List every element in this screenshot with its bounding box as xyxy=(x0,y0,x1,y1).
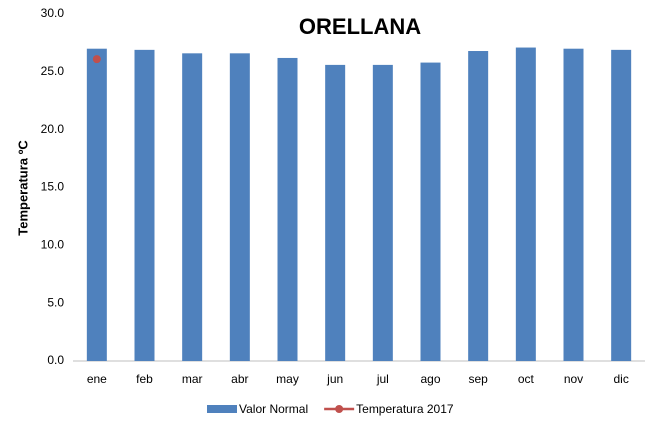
bar xyxy=(182,53,203,362)
x-tick-label: feb xyxy=(136,372,153,386)
x-tick-label: oct xyxy=(518,372,535,386)
bar xyxy=(229,53,250,362)
line-point xyxy=(92,55,101,64)
bar xyxy=(563,48,584,361)
bar xyxy=(277,57,298,361)
x-tick-label: ene xyxy=(87,372,107,386)
y-tick-label: 15.0 xyxy=(41,180,65,194)
x-tick-label: may xyxy=(276,372,299,386)
x-tick-label: abr xyxy=(231,372,248,386)
legend-swatch xyxy=(207,405,237,413)
x-tick-label: sep xyxy=(468,372,488,386)
x-tick-label: mar xyxy=(182,372,203,386)
bar xyxy=(468,51,489,361)
bar xyxy=(420,62,441,362)
y-tick-label: 30.0 xyxy=(41,6,65,20)
legend-swatch xyxy=(335,405,344,413)
y-tick-label: 10.0 xyxy=(41,238,65,252)
y-tick-label: 5.0 xyxy=(47,295,64,309)
chart-title: ORELLANA xyxy=(299,14,421,39)
y-tick-label: 20.0 xyxy=(41,122,65,136)
bar xyxy=(611,49,632,362)
bar xyxy=(134,49,155,362)
x-tick-label: dic xyxy=(613,372,628,386)
x-tick-label: nov xyxy=(564,372,583,386)
x-tick-label: ago xyxy=(420,372,440,386)
y-tick-label: 25.0 xyxy=(41,64,65,78)
x-tick-label: jun xyxy=(326,372,343,386)
bar xyxy=(515,47,536,361)
y-tick-label: 0.0 xyxy=(47,353,64,367)
x-tick-label: jul xyxy=(376,372,389,386)
bar xyxy=(325,64,346,361)
legend-label: Temperatura 2017 xyxy=(356,402,454,416)
bar xyxy=(372,64,393,361)
bar xyxy=(86,48,107,361)
y-axis-label: Temperatura ºC xyxy=(15,140,30,236)
legend-label: Valor Normal xyxy=(239,402,308,416)
